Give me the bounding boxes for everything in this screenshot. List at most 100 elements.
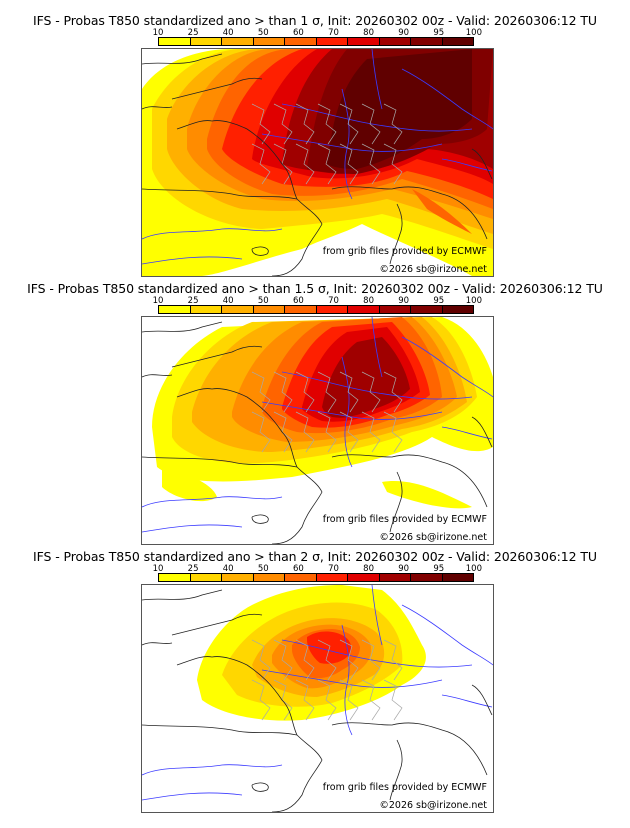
- region-border: [295, 411, 315, 453]
- colorbar-segment: [379, 306, 411, 313]
- colorbar-segment: [222, 306, 254, 313]
- copyright-credit: ©2026 sb@irizone.net: [379, 800, 487, 811]
- region-border: [361, 103, 381, 145]
- source-credit: from grib files provided by ECMWF: [322, 514, 487, 525]
- region-border: [251, 679, 271, 721]
- coastline: [142, 642, 173, 646]
- colorbar-tick-label: 10: [152, 28, 164, 38]
- source-credit: from grib files provided by ECMWF: [322, 246, 487, 257]
- region-border: [273, 371, 293, 413]
- colorbar-tick-label: 50: [257, 564, 269, 574]
- coastline: [142, 589, 223, 601]
- river-line: [142, 524, 243, 533]
- river-line: [371, 49, 383, 110]
- region-border: [339, 103, 359, 145]
- region-border: [361, 143, 381, 185]
- coastline: [271, 466, 323, 544]
- region-border: [361, 679, 381, 721]
- region-border: [317, 371, 337, 413]
- colorbar-tick-label: 60: [292, 564, 304, 574]
- colorbar-tick-label: 100: [465, 296, 483, 306]
- coastline: [142, 188, 298, 200]
- river-line: [281, 371, 473, 400]
- colorbar-segment: [222, 38, 254, 45]
- coastline: [251, 782, 269, 792]
- river-line: [441, 158, 493, 172]
- colorbar-segment: [159, 574, 191, 581]
- coastline: [142, 106, 173, 110]
- region-border: [361, 371, 381, 413]
- region-border: [251, 411, 271, 453]
- region-border: [317, 143, 337, 185]
- coastline: [171, 345, 263, 368]
- copyright-credit: ©2026 sb@irizone.net: [379, 532, 487, 543]
- coastline: [176, 388, 298, 468]
- colorbar-segment: [316, 38, 348, 45]
- coastline: [389, 203, 403, 265]
- probability-contour: [382, 481, 472, 509]
- coastline: [251, 514, 269, 524]
- river-line: [401, 68, 493, 130]
- colorbar-tick-label: 50: [257, 28, 269, 38]
- coastline: [271, 198, 323, 276]
- colorbar-tick-label: 10: [152, 296, 164, 306]
- colorbar-segment: [411, 38, 443, 45]
- region-border: [251, 371, 271, 413]
- panel-title: IFS - Probas T850 standardized ano > tha…: [27, 281, 603, 296]
- coastline: [471, 148, 493, 180]
- colorbar-tick-label: 10: [152, 564, 164, 574]
- colorbar-labels: 10 25 40 50 60 70 80 90 95 100: [150, 564, 490, 574]
- probability-map: from grib files provided by ECMWF ©2026 …: [141, 48, 494, 277]
- colorbar-tick-label: 25: [187, 296, 199, 306]
- colorbar: [158, 305, 474, 314]
- region-border: [361, 411, 381, 453]
- region-border: [339, 143, 359, 185]
- colorbar-tick-label: 40: [222, 296, 234, 306]
- colorbar-tick-label: 95: [433, 564, 445, 574]
- colorbar-segment: [285, 574, 317, 581]
- colorbar-tick-label: 80: [363, 296, 375, 306]
- probability-contour: [307, 631, 352, 664]
- coastline: [389, 471, 403, 533]
- region-border: [383, 143, 403, 185]
- colorbar-segment: [348, 38, 380, 45]
- region-border: [317, 679, 337, 721]
- probability-contour: [322, 337, 410, 418]
- colorbar-segment: [379, 38, 411, 45]
- colorbar-labels: 10 25 40 50 60 70 80 90 95 100: [150, 28, 490, 38]
- region-border: [317, 103, 337, 145]
- colorbar-tick-label: 70: [328, 28, 339, 38]
- colorbar-segment: [316, 306, 348, 313]
- colorbar-tick-label: 60: [292, 296, 304, 306]
- probability-contour: [162, 467, 217, 502]
- colorbar: [158, 37, 474, 46]
- coastline: [176, 120, 298, 200]
- colorbar: [158, 573, 474, 582]
- panel-1: IFS - Probas T850 standardized ano > tha…: [0, 0, 630, 280]
- river-line: [142, 764, 283, 776]
- colorbar-segment: [411, 306, 443, 313]
- region-border: [317, 639, 337, 681]
- river-line: [281, 103, 473, 132]
- river-line: [142, 792, 243, 801]
- colorbar-tick-label: 80: [363, 28, 375, 38]
- river-line: [281, 639, 473, 668]
- coastline: [331, 454, 488, 508]
- region-border: [273, 103, 293, 145]
- colorbar-tick-label: 80: [363, 564, 375, 574]
- region-border: [383, 639, 403, 681]
- coastline: [251, 246, 269, 256]
- colorbar-segment: [411, 574, 443, 581]
- probability-map: from grib files provided by ECMWF ©2026 …: [141, 584, 494, 813]
- copyright-credit: ©2026 sb@irizone.net: [379, 264, 487, 275]
- colorbar-tick-label: 60: [292, 28, 304, 38]
- colorbar-segment: [190, 38, 222, 45]
- colorbar-segment: [442, 306, 473, 313]
- river-line: [261, 669, 443, 688]
- colorbar-segment: [285, 306, 317, 313]
- river-line: [371, 317, 383, 378]
- region-border: [273, 639, 293, 681]
- colorbar-tick-label: 95: [433, 28, 445, 38]
- coastline: [142, 374, 173, 378]
- panel-title: IFS - Probas T850 standardized ano > tha…: [33, 549, 597, 564]
